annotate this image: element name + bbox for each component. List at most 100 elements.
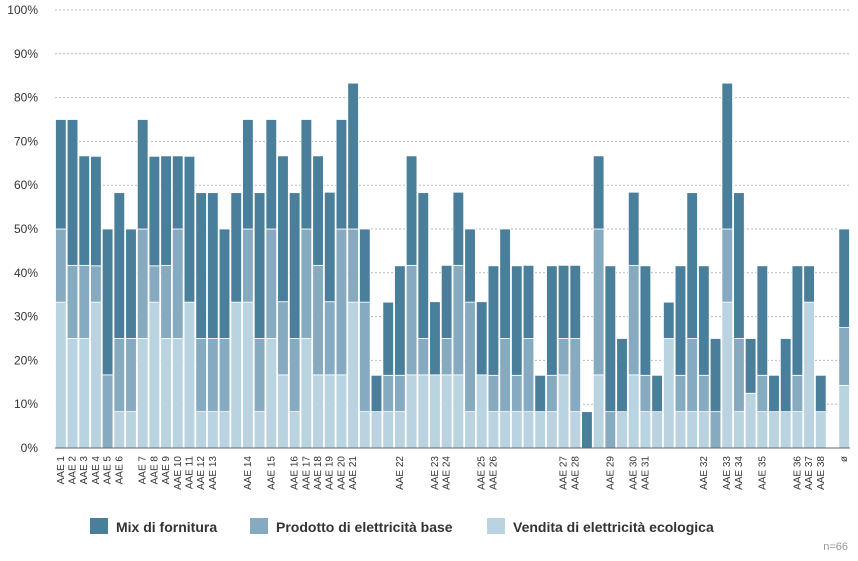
x-tick-label: AAE 8 (149, 456, 160, 485)
bar-segment (218, 228, 231, 339)
bar-segment (475, 374, 488, 449)
bar-segment (394, 411, 406, 449)
x-tick-label: AAE 30 (629, 456, 640, 490)
y-tick-label: 70% (14, 134, 38, 148)
bar-segment (195, 411, 207, 449)
y-tick-label: 60% (14, 178, 38, 192)
bar-segment (101, 228, 114, 376)
bar-segment (592, 228, 605, 376)
bar-segment (347, 228, 359, 303)
bar-segment (335, 228, 348, 376)
y-tick-label: 40% (14, 266, 38, 280)
bar-segment (639, 411, 652, 449)
bar-segment (592, 374, 605, 449)
bar-segment (522, 264, 535, 339)
bar-segment (265, 228, 278, 339)
bar-segment (136, 119, 149, 230)
x-tick-label: AAE 35 (757, 456, 768, 490)
x-tick-label: AAE 29 (605, 456, 616, 490)
bar-segment (627, 191, 640, 266)
x-tick-label: AAE 6 (114, 456, 125, 485)
bar-segment (78, 338, 90, 449)
bar-segment (300, 119, 313, 230)
bar-segment (113, 192, 126, 339)
bar-segment (125, 411, 137, 449)
bar-segment (429, 301, 441, 376)
bar-segment (639, 265, 652, 376)
bar-segment (160, 264, 172, 339)
bar-segment (195, 338, 207, 413)
bar-segment (791, 411, 804, 449)
bar-segment (557, 264, 570, 339)
bar-segment (113, 338, 126, 413)
bar-segment (499, 228, 511, 339)
bar-segment (242, 119, 254, 230)
bar-segment (417, 374, 430, 449)
bar-segment (815, 411, 827, 449)
bar-segment (242, 301, 254, 449)
bar-segment (101, 374, 114, 449)
bar-segment (581, 411, 593, 449)
bar-segment (733, 338, 745, 413)
bar-segment (663, 338, 675, 449)
bar-segment (55, 119, 67, 230)
bar-segment (674, 374, 687, 413)
bar-segment (604, 265, 617, 413)
legend-swatch (487, 518, 505, 534)
bar-segment (382, 411, 394, 449)
bar-segment (440, 338, 453, 376)
bar-segment (651, 411, 663, 449)
bar-segment (756, 374, 769, 413)
bar-segment (452, 374, 465, 449)
bar-segment (721, 301, 733, 449)
bar-segment (569, 264, 582, 339)
bar-segment (464, 228, 476, 303)
bar-segment (90, 155, 102, 267)
bar-segment (90, 301, 102, 449)
x-tick-label: AAE 2 (68, 456, 79, 485)
bar-segment (721, 82, 733, 230)
bar-segment (475, 301, 488, 376)
x-tick-label: AAE 26 (488, 456, 499, 490)
legend-label: Vendita di elettricità ecologica (513, 519, 714, 535)
bar-segment (78, 155, 90, 266)
x-tick-label: AAE 22 (395, 456, 406, 490)
y-tick-label: 100% (7, 3, 38, 17)
bar-segment (66, 264, 79, 339)
bar-segment (136, 338, 149, 449)
bar-segment (546, 411, 558, 449)
bar-segment (172, 228, 184, 339)
x-tick-label: AAE 1 (56, 456, 67, 485)
x-tick-label: AAE 23 (430, 456, 441, 490)
x-tick-label: AAE 17 (301, 456, 312, 490)
x-tick-label: AAE 10 (173, 456, 184, 490)
bar-segment (686, 411, 698, 449)
y-tick-label: 50% (14, 222, 38, 236)
bar-segment (838, 228, 850, 328)
bar-segment (207, 192, 219, 339)
x-tick-label: AAE 20 (336, 456, 347, 490)
x-tick-label: AAE 16 (290, 456, 301, 490)
x-tick-label: AAE 25 (477, 456, 488, 490)
bar-segment (756, 411, 769, 449)
x-tick-label: AAE 4 (91, 456, 102, 485)
x-tick-label: AAE 11 (184, 456, 195, 490)
bar-segment (90, 265, 102, 303)
legend-swatch (90, 518, 108, 534)
bar-segment (511, 411, 523, 449)
y-tick-label: 10% (14, 397, 38, 411)
bar-segment (230, 301, 242, 449)
bar-segment (440, 374, 453, 449)
bar-segment (791, 374, 804, 413)
y-tick-label: 20% (14, 353, 38, 367)
bar-segment (66, 338, 79, 449)
bar-segment (359, 228, 371, 303)
bar-segment (207, 338, 219, 413)
bar-segment (207, 411, 219, 449)
bar-segment (698, 265, 710, 376)
bar-segment (183, 155, 196, 303)
legend-label: Prodotto di elettricità base (276, 519, 453, 535)
bar-segment (592, 155, 605, 230)
bar-segment (288, 192, 301, 339)
